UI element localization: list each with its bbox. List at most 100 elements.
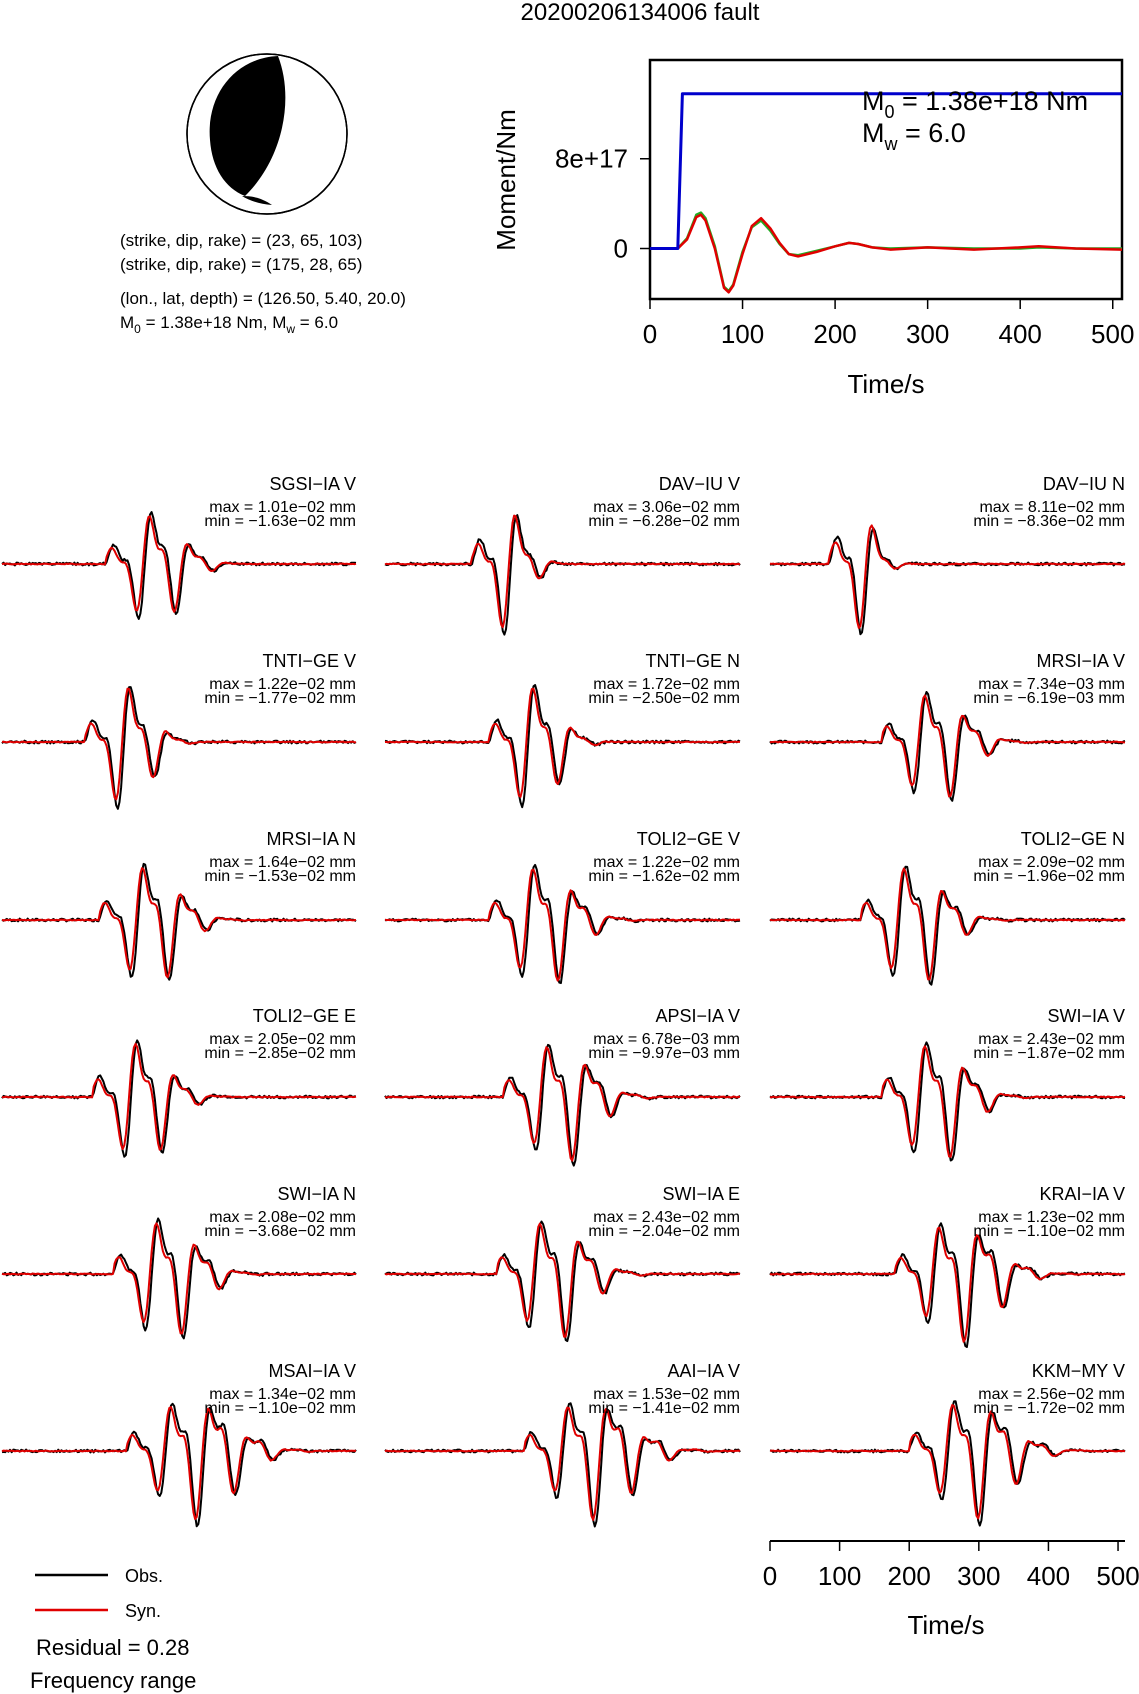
trace-min-label: min = −1.77e−02 mm: [204, 690, 356, 707]
trace-min-label: min = −1.96e−02 mm: [973, 868, 1125, 885]
trace-min-label: min = −1.10e−02 mm: [973, 1223, 1125, 1240]
waveform-xtick-label: 400: [1027, 1561, 1070, 1591]
focal-mechanism-beachball: [186, 53, 348, 215]
synthetic-trace-line: [1, 1222, 357, 1335]
observed-trace-line: [384, 1402, 741, 1528]
synthetic-trace-line: [385, 1046, 741, 1162]
trace-min-label: min = −1.63e−02 mm: [204, 513, 356, 530]
stf-ytick-label: 0: [614, 234, 628, 264]
stf-ylabel: Moment/Nm: [491, 109, 521, 251]
synthetic-trace-line: [769, 867, 1126, 981]
synthetic-trace-line: [769, 1045, 1126, 1158]
stf-xlabel: Time/s: [847, 369, 924, 399]
stf-series-line: [650, 213, 1123, 294]
frequency-range-text: Frequency range: [30, 1668, 196, 1693]
figure-title: 20200206134006 fault: [521, 0, 760, 26]
waveform-xtick-label: 500: [1096, 1561, 1139, 1591]
trace-max-label: max = 1.53e−02 mm: [593, 1386, 740, 1403]
synthetic-trace-line: [384, 1222, 740, 1338]
mechanism-line-3: (lon., lat, depth) = (126.50, 5.40, 20.0…: [120, 289, 406, 308]
observed-trace-line: [384, 514, 741, 636]
trace-min-label: min = −1.41e−02 mm: [588, 1400, 740, 1417]
trace-min-label: min = −9.97e−03 mm: [588, 1045, 740, 1062]
trace-station-label: SGSI−IA V: [269, 474, 356, 494]
waveform-xtick-label: 300: [957, 1561, 1000, 1591]
trace-station-label: MSAI−IA V: [268, 1361, 356, 1381]
trace-min-label: min = −1.62e−02 mm: [588, 868, 740, 885]
trace-max-label: max = 6.78e−03 mm: [593, 1031, 740, 1048]
trace-min-label: min = −2.85e−02 mm: [204, 1045, 356, 1062]
stf-xtick-label: 0: [643, 319, 657, 349]
trace-min-label: min = −2.04e−02 mm: [588, 1223, 740, 1240]
residual-text: Residual = 0.28: [36, 1635, 190, 1660]
legend-obs-label: Obs.: [125, 1566, 163, 1586]
trace-max-label: max = 1.64e−02 mm: [209, 854, 356, 871]
trace-min-label: min = −1.10e−02 mm: [204, 1400, 356, 1417]
synthetic-trace-line: [1, 1406, 357, 1520]
trace-max-label: max = 1.01e−02 mm: [209, 499, 356, 516]
trace-min-label: min = −1.53e−02 mm: [204, 868, 356, 885]
trace-station-label: TNTI−GE N: [645, 651, 740, 671]
trace-max-label: max = 2.43e−02 mm: [593, 1209, 740, 1226]
stf-annotation-mw: Mw = 6.0: [862, 118, 966, 154]
observed-trace-line: [384, 1043, 741, 1167]
stf-ytick-label: 8e+17: [555, 144, 628, 174]
synthetic-trace-line: [1, 867, 357, 979]
trace-max-label: max = 1.72e−02 mm: [593, 676, 740, 693]
trace-station-label: SWI−IA N: [277, 1184, 356, 1204]
trace-max-label: max = 1.22e−02 mm: [209, 676, 356, 693]
synthetic-trace-line: [769, 694, 1125, 798]
trace-station-label: SWI−IA E: [662, 1184, 740, 1204]
waveform-xtick-label: 200: [888, 1561, 931, 1591]
waveform-xtick-label: 100: [818, 1561, 861, 1591]
trace-station-label: KKM−MY V: [1032, 1361, 1125, 1381]
stf-annotation-m0: M0 = 1.38e+18 Nm: [862, 86, 1088, 122]
trace-min-label: min = −8.36e−02 mm: [973, 513, 1125, 530]
synthetic-trace-line: [1, 687, 357, 801]
synthetic-trace-line: [384, 868, 741, 982]
waveform-xtick-label: 0: [763, 1561, 777, 1591]
trace-min-label: min = −2.50e−02 mm: [588, 690, 740, 707]
trace-station-label: MRSI−IA V: [1036, 651, 1125, 671]
trace-min-label: min = −1.72e−02 mm: [973, 1400, 1125, 1417]
trace-min-label: min = −1.87e−02 mm: [973, 1045, 1125, 1062]
stf-xtick-label: 400: [999, 319, 1042, 349]
trace-station-label: APSI−IA V: [655, 1006, 740, 1026]
trace-max-label: max = 2.08e−02 mm: [209, 1209, 356, 1226]
trace-station-label: AAI−IA V: [667, 1361, 740, 1381]
observed-trace-line: [769, 1400, 1126, 1527]
trace-station-label: KRAI−IA V: [1039, 1184, 1125, 1204]
trace-min-label: min = −6.28e−02 mm: [588, 513, 740, 530]
trace-station-label: TOLI2−GE N: [1021, 829, 1125, 849]
trace-max-label: max = 2.09e−02 mm: [978, 854, 1125, 871]
beachball-compressional-quadrant: [209, 56, 286, 196]
observed-trace-line: [1, 1402, 357, 1528]
mechanism-line-2: (strike, dip, rake) = (175, 28, 65): [120, 255, 362, 274]
trace-station-label: MRSI−IA N: [266, 829, 356, 849]
trace-min-label: min = −6.19e−03 mm: [973, 690, 1125, 707]
trace-max-label: max = 7.34e−03 mm: [978, 676, 1125, 693]
stf-xtick-label: 500: [1091, 319, 1134, 349]
trace-max-label: max = 1.22e−02 mm: [593, 854, 740, 871]
legend: Obs. Syn.: [35, 1566, 163, 1621]
trace-station-label: DAV−IU V: [659, 474, 740, 494]
synthetic-trace-line: [385, 687, 740, 798]
